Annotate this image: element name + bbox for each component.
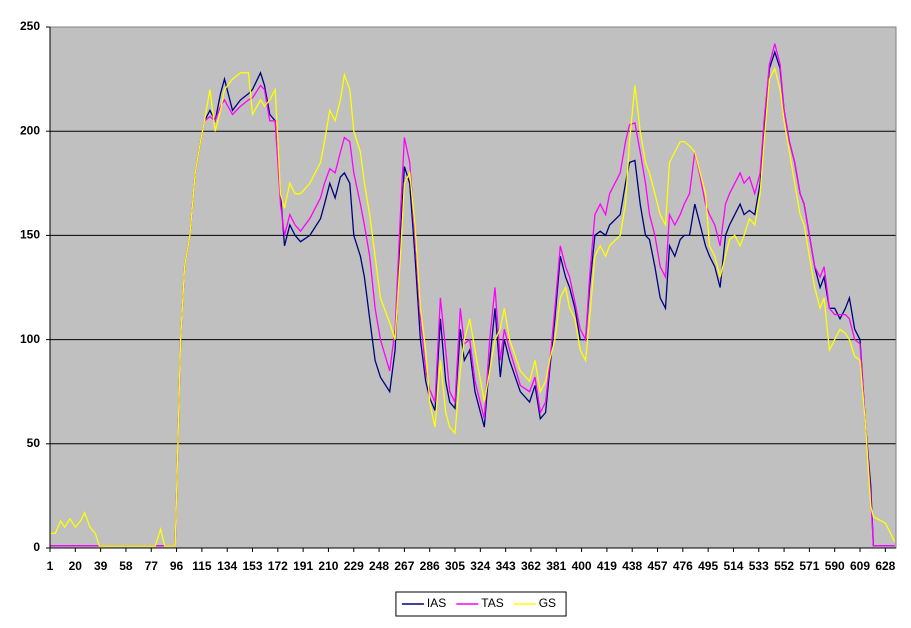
x-tick-label: 191 xyxy=(293,559,313,573)
x-tick-label: 96 xyxy=(170,559,184,573)
x-tick-label: 58 xyxy=(119,559,133,573)
y-tick-label: 150 xyxy=(20,228,40,242)
x-tick-label: 590 xyxy=(825,559,845,573)
series-line xyxy=(50,43,895,547)
legend-box xyxy=(395,591,567,617)
legend-label: IAS xyxy=(427,596,446,610)
x-tick-label: 20 xyxy=(69,559,83,573)
y-tick-label: 0 xyxy=(33,540,40,554)
x-tick-label: 343 xyxy=(496,559,516,573)
x-tick-label: 115 xyxy=(192,559,212,573)
y-tick-label: 100 xyxy=(20,332,40,346)
legend-label: GS xyxy=(539,596,556,610)
legend-item: IAS xyxy=(401,596,446,610)
x-tick-label: 400 xyxy=(572,559,592,573)
x-tick-label: 305 xyxy=(445,559,465,573)
x-tick-label: 153 xyxy=(242,559,262,573)
x-tick-label: 381 xyxy=(546,559,566,573)
x-tick-label: 419 xyxy=(597,559,617,573)
legend-item: GS xyxy=(513,596,556,610)
x-tick-label: 172 xyxy=(268,559,288,573)
plot-area xyxy=(50,27,896,548)
x-tick-label: 229 xyxy=(344,559,364,573)
x-tick-label: 533 xyxy=(749,559,769,573)
x-tick-label: 495 xyxy=(698,559,718,573)
series-line xyxy=(50,66,896,547)
legend-item: TAS xyxy=(456,596,504,610)
x-tick-label: 628 xyxy=(875,559,895,573)
x-tick-label: 362 xyxy=(521,559,541,573)
legend: IAS TAS GS xyxy=(395,591,567,617)
x-tick-label: 286 xyxy=(420,559,440,573)
x-tick-label: 267 xyxy=(394,559,414,573)
x-tick-label: 77 xyxy=(145,559,159,573)
y-tick-label: 200 xyxy=(20,123,40,137)
x-tick-label: 39 xyxy=(94,559,108,573)
y-tick-label: 250 xyxy=(20,19,40,33)
x-tick-label: 324 xyxy=(470,559,490,573)
x-tick-label: 438 xyxy=(622,559,642,573)
x-tick-label: 457 xyxy=(648,559,668,573)
x-tick-label: 248 xyxy=(369,559,389,573)
y-tick-label: 50 xyxy=(27,436,41,450)
x-tick-label: 210 xyxy=(318,559,338,573)
x-tick-label: 514 xyxy=(723,559,743,573)
x-tick-label: 134 xyxy=(217,559,237,573)
series-line xyxy=(50,49,895,547)
legend-label: TAS xyxy=(481,596,503,610)
x-tick-label: 476 xyxy=(673,559,693,573)
x-tick-label: 609 xyxy=(850,559,870,573)
x-tick-label: 571 xyxy=(799,559,819,573)
x-tick-label: 552 xyxy=(774,559,794,573)
x-tick-label: 1 xyxy=(47,559,54,573)
